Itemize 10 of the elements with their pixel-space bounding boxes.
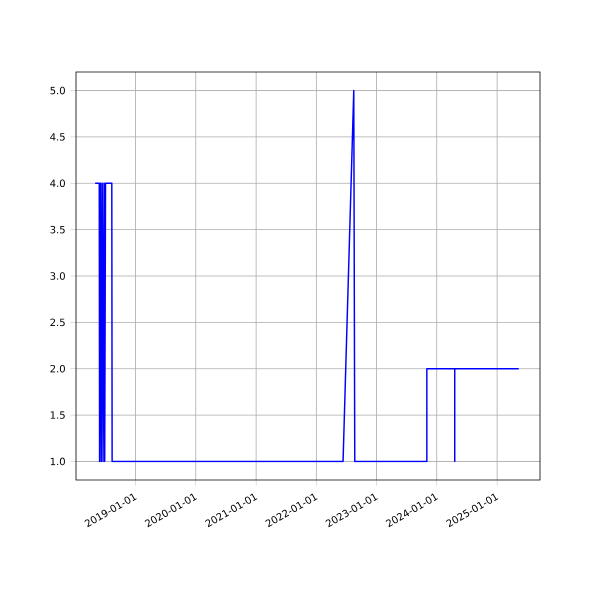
- y-tick-label: 3.5: [50, 226, 65, 234]
- y-tick-label: 1.0: [50, 458, 65, 466]
- y-tick-label: 1.5: [50, 411, 65, 419]
- y-tick-label: 3.0: [50, 272, 65, 280]
- y-tick-label: 5.0: [50, 86, 65, 94]
- line-series: [94, 90, 520, 462]
- y-tick-label: 2.5: [50, 318, 65, 326]
- y-tick-label: 4.5: [50, 133, 65, 141]
- y-tick-label: 4.0: [50, 179, 65, 188]
- y-tick-label: 2.0: [50, 364, 65, 373]
